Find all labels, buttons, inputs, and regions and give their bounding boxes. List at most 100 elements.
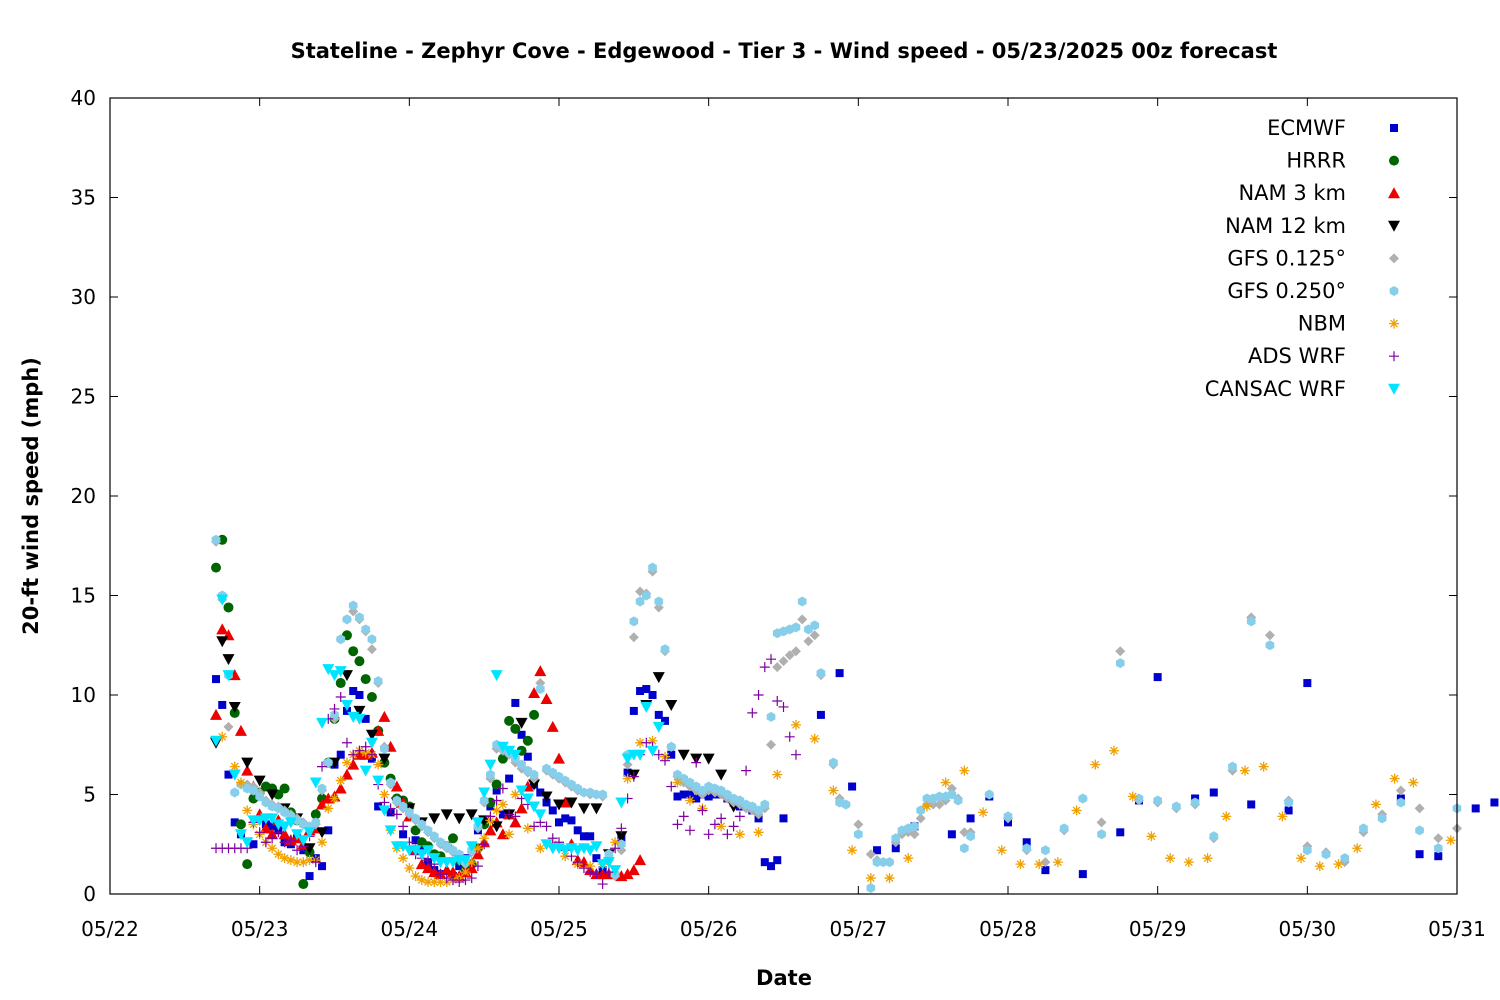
data-point-nam-12-km [565,797,578,809]
data-point-nbm [684,795,695,806]
data-point-ecmwf [667,750,676,759]
data-point-cansac-wrf [334,666,347,678]
data-point-ads-wrf [541,821,552,832]
data-point-gfs-0-250 [966,831,975,842]
data-point-cansac-wrf [503,745,516,757]
data-point-gfs-0-125 [790,646,801,657]
data-point-nam-12-km [222,654,235,666]
data-point-gfs-0-250 [486,769,495,780]
legend-marker-nam-3-km [1388,187,1400,199]
data-point-gfs-0-250 [255,791,264,802]
data-point-gfs-0-125 [934,799,945,810]
data-point-ads-wrf [772,695,783,706]
data-point-cansac-wrf [515,785,528,797]
data-point-ecmwf [249,840,258,849]
data-point-gfs-0-250 [854,829,863,840]
data-point-gfs-0-250 [1303,845,1312,856]
data-point-gfs-0-250 [1228,761,1237,772]
data-point-gfs-0-250 [249,785,258,796]
data-point-ecmwf [349,687,358,696]
data-point-cansac-wrf [409,845,422,857]
data-point-ecmwf [492,786,501,795]
data-point-cansac-wrf [478,787,491,799]
x-tick-label: 05/26 [680,917,738,941]
data-point-ecmwf [399,830,408,839]
data-point-gfs-0-250 [330,709,339,720]
data-point-gfs-0-125 [1264,630,1275,641]
data-point-hrrr [447,833,458,844]
data-point-gfs-0-250 [348,600,358,611]
data-point-cansac-wrf [590,841,603,853]
data-point-gfs-0-250 [1359,823,1368,834]
data-point-gfs-0-250 [1153,795,1162,806]
data-point-gfs-0-250 [841,799,851,810]
data-point-gfs-0-250 [910,821,919,832]
data-point-ecmwf [891,844,900,853]
data-point-ads-wrf [728,821,739,832]
data-point-nbm [1052,857,1063,868]
data-point-nbm [335,775,346,786]
data-point-ecmwf [573,826,582,835]
data-point-nbm [404,863,415,874]
data-point-gfs-0-250 [405,807,414,818]
data-point-cansac-wrf [422,845,435,857]
data-point-ecmwf [505,774,514,783]
data-point-gfs-0-125 [853,819,864,830]
data-point-hrrr [348,646,359,657]
data-point-gfs-0-250 [598,789,607,800]
data-point-ecmwf [1490,798,1499,807]
data-point-ecmwf [224,770,233,779]
data-point-ecmwf [966,814,975,823]
data-point-cansac-wrf [602,857,615,869]
data-point-gfs-0-250 [1433,843,1443,854]
data-point-nam-12-km [590,803,603,815]
data-point-ads-wrf [616,823,627,834]
data-point-nbm [242,805,253,816]
data-point-ecmwf [336,750,345,759]
data-point-gfs-0-250 [866,883,876,894]
data-point-gfs-0-125 [223,721,234,732]
data-point-gfs-0-250 [791,622,801,633]
data-point-gfs-0-250 [517,759,526,770]
data-point-ecmwf [873,846,882,855]
data-point-ads-wrf [447,875,458,886]
series-gfs-0-250 [211,534,1462,894]
data-point-ads-wrf [722,829,733,840]
data-point-nbm [522,823,533,834]
data-point-cansac-wrf [309,777,322,789]
data-point-nbm [1034,859,1045,870]
data-point-ads-wrf [366,749,377,760]
data-point-nbm [828,785,839,796]
y-tick-label: 5 [83,783,96,807]
data-point-ecmwf [629,706,638,715]
data-point-nbm [217,731,228,742]
data-point-ads-wrf [391,809,402,820]
data-point-nam-3-km [534,665,547,677]
data-point-ecmwf [773,856,782,865]
data-point-nbm [1183,857,1194,868]
data-point-gfs-0-250 [1284,797,1293,808]
data-point-ecmwf [212,675,221,684]
data-point-ecmwf [1247,800,1256,809]
data-point-gfs-0-125 [915,813,926,824]
data-point-ads-wrf [759,662,770,673]
data-point-nbm [472,843,483,854]
data-point-nam-3-km [528,687,541,699]
data-point-nbm [267,843,278,854]
y-tick-label: 35 [71,186,96,210]
legend: ECMWF HRRR NAM 3 km NAM 12 km GFS 0.125° GFS … [1205,116,1400,401]
data-point-cansac-wrf [540,839,553,851]
legend-marker-nam-12-km [1388,220,1400,232]
data-point-ecmwf [648,691,657,699]
data-point-gfs-0-250 [891,833,901,844]
data-point-ads-wrf [591,869,602,880]
data-point-gfs-0-250 [529,769,539,780]
data-point-gfs-0-125 [766,739,777,750]
data-point-nbm [373,759,384,770]
data-point-ecmwf [561,814,570,823]
data-point-ecmwf [567,816,576,825]
data-point-ads-wrf [641,737,652,748]
data-point-ecmwf [511,698,520,707]
data-point-ecmwf [679,790,688,799]
